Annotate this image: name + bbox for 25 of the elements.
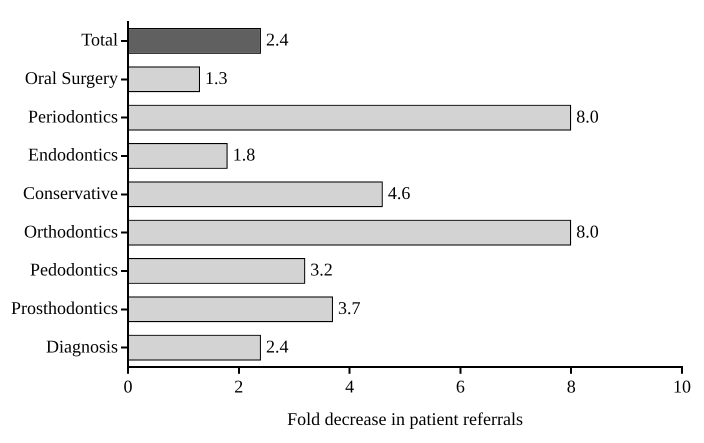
data-label: 1.8 (232, 144, 256, 165)
y-tick-label: Periodontics (28, 106, 118, 126)
y-tick-label: Total (81, 30, 118, 50)
data-label: 8.0 (576, 221, 599, 242)
x-tick-label: 4 (345, 376, 354, 396)
x-axis-title: Fold decrease in patient referrals (287, 408, 523, 429)
x-tick-label: 6 (456, 376, 465, 396)
data-label: 1.3 (205, 68, 228, 88)
y-tick-label: Conservative (23, 183, 118, 204)
y-tick-label: Endodontics (28, 144, 118, 165)
data-label: 3.7 (338, 298, 360, 318)
x-tick-label: 10 (673, 376, 691, 396)
x-tick-label: 2 (234, 376, 244, 396)
y-tick-label: Oral Surgery (24, 68, 118, 88)
data-label: 2.4 (266, 336, 288, 356)
data-label: 8.0 (576, 106, 599, 126)
y-tick-label: Pedodontics (30, 260, 118, 280)
data-label: 3.2 (310, 260, 333, 280)
y-tick-label: Orthodontics (24, 221, 118, 242)
data-label: 2.4 (266, 30, 288, 50)
x-tick-label: 8 (566, 376, 576, 396)
y-tick-label: Prosthodontics (10, 298, 118, 318)
data-label: 4.6 (388, 183, 410, 204)
y-tick-label: Diagnosis (46, 336, 118, 356)
x-tick-label: 0 (124, 376, 133, 396)
